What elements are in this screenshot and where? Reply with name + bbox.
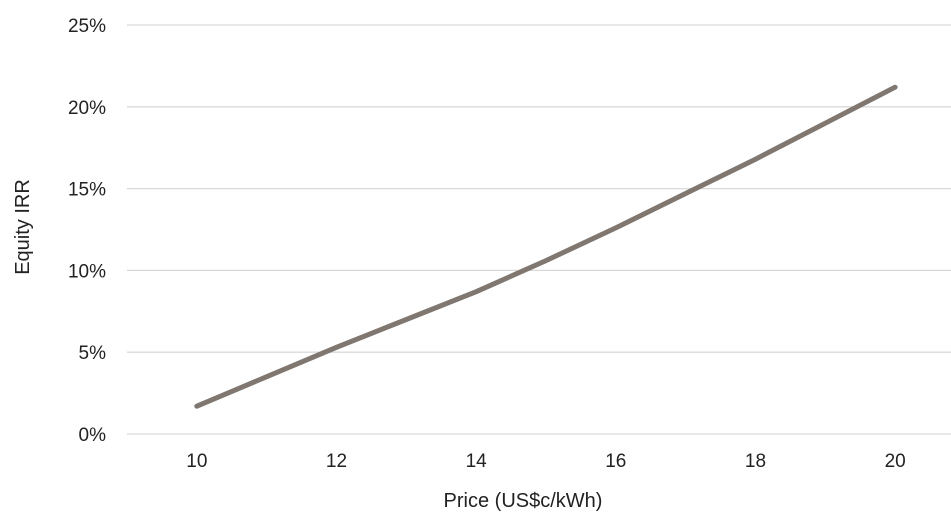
x-tick-label: 10 [186, 451, 207, 472]
y-tick-label: 15% [68, 180, 106, 201]
series-line-0 [194, 84, 898, 409]
y-tick-label: 20% [68, 98, 106, 119]
x-axis-ticks: 10 12 14 16 18 20 [186, 451, 905, 472]
y-axis-title: Equity IRR [12, 179, 34, 275]
x-tick-label: 18 [745, 451, 766, 472]
y-tick-label: 10% [68, 261, 106, 282]
x-tick-label: 16 [605, 451, 626, 472]
y-axis-ticks: 0% 5% 10% 15% 20% 25% [68, 16, 106, 446]
y-tick-label: 25% [68, 16, 106, 37]
x-tick-label: 14 [466, 451, 488, 472]
gridlines [127, 24, 951, 435]
x-axis-title: Price (US$c/kWh) [444, 490, 603, 512]
series-layer [194, 84, 898, 409]
x-tick-label: 12 [326, 451, 347, 472]
y-tick-label: 5% [79, 343, 107, 364]
x-tick-label: 20 [885, 451, 906, 472]
y-tick-label: 0% [79, 425, 107, 446]
